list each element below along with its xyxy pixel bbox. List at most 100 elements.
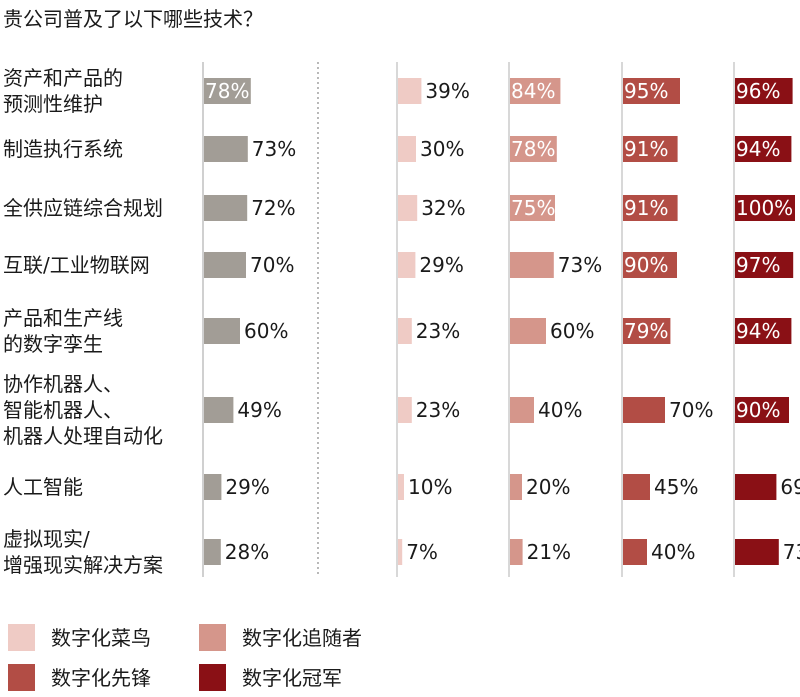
bar bbox=[398, 318, 412, 344]
bar bbox=[735, 318, 792, 344]
bar bbox=[510, 195, 555, 221]
legend-label: 数字化先锋 bbox=[51, 666, 151, 690]
category-label: 全供应链综合规划 bbox=[3, 196, 163, 220]
data-label: 40% bbox=[538, 398, 582, 422]
data-label: 90% bbox=[624, 253, 668, 277]
data-label: 32% bbox=[421, 196, 465, 220]
data-label: 90% bbox=[736, 398, 780, 422]
data-label: 29% bbox=[225, 475, 269, 499]
data-label: 21% bbox=[527, 540, 571, 564]
data-label: 28% bbox=[225, 540, 269, 564]
category-label: 机器人处理自动化 bbox=[3, 424, 163, 448]
bar bbox=[510, 397, 534, 423]
bar bbox=[204, 318, 240, 344]
category-label: 虚拟现实/ bbox=[3, 527, 90, 551]
bar bbox=[510, 136, 557, 162]
data-label: 73% bbox=[783, 540, 800, 564]
bar bbox=[398, 539, 403, 565]
category-label: 资产和产品的 bbox=[3, 66, 123, 90]
bar bbox=[510, 318, 546, 344]
bar bbox=[398, 252, 416, 278]
bar bbox=[398, 195, 418, 221]
bar bbox=[398, 397, 412, 423]
data-label: 70% bbox=[250, 253, 294, 277]
bar bbox=[735, 136, 792, 162]
data-label: 78% bbox=[511, 137, 555, 161]
data-label: 94% bbox=[736, 137, 780, 161]
bar bbox=[623, 78, 680, 104]
category-label: 的数字孪生 bbox=[3, 332, 103, 356]
data-label: 40% bbox=[651, 540, 695, 564]
data-label: 78% bbox=[205, 79, 249, 103]
data-label: 79% bbox=[624, 319, 668, 343]
category-label: 人工智能 bbox=[3, 475, 83, 499]
data-label: 75% bbox=[511, 196, 555, 220]
bar bbox=[204, 78, 251, 104]
data-label: 60% bbox=[244, 319, 288, 343]
bar bbox=[735, 78, 793, 104]
bar bbox=[204, 252, 246, 278]
data-label: 45% bbox=[654, 475, 698, 499]
legend-label: 数字化菜鸟 bbox=[51, 626, 151, 650]
category-label: 预测性维护 bbox=[3, 92, 103, 116]
bar bbox=[510, 539, 523, 565]
data-label: 49% bbox=[237, 398, 281, 422]
bar bbox=[623, 136, 678, 162]
bar bbox=[735, 195, 795, 221]
bar bbox=[735, 474, 777, 500]
legend-label: 数字化追随者 bbox=[242, 626, 362, 650]
legend-swatch bbox=[199, 624, 226, 651]
legend-swatch bbox=[8, 664, 35, 691]
bar bbox=[623, 195, 678, 221]
data-label: 29% bbox=[419, 253, 463, 277]
data-label: 39% bbox=[425, 79, 469, 103]
data-label: 97% bbox=[736, 253, 780, 277]
bar bbox=[510, 252, 554, 278]
bar bbox=[510, 78, 561, 104]
data-label: 70% bbox=[669, 398, 713, 422]
category-label: 产品和生产线 bbox=[3, 306, 123, 330]
data-label: 84% bbox=[511, 79, 555, 103]
data-label: 91% bbox=[624, 196, 668, 220]
data-label: 100% bbox=[736, 196, 793, 220]
bar bbox=[623, 539, 647, 565]
data-label: 20% bbox=[526, 475, 570, 499]
data-label: 10% bbox=[408, 475, 452, 499]
data-label: 69% bbox=[780, 475, 800, 499]
bar bbox=[204, 539, 221, 565]
data-label: 72% bbox=[251, 196, 295, 220]
data-label: 96% bbox=[736, 79, 780, 103]
bar bbox=[398, 136, 416, 162]
legend-swatch bbox=[8, 624, 35, 651]
bar bbox=[204, 397, 234, 423]
bar bbox=[735, 539, 779, 565]
bar bbox=[398, 474, 404, 500]
bar bbox=[735, 397, 789, 423]
bar bbox=[204, 474, 222, 500]
bar bbox=[623, 318, 671, 344]
bar bbox=[204, 195, 248, 221]
bar bbox=[735, 252, 794, 278]
data-label: 94% bbox=[736, 319, 780, 343]
data-label: 7% bbox=[406, 540, 438, 564]
legend-label: 数字化冠军 bbox=[242, 666, 342, 690]
data-label: 95% bbox=[624, 79, 668, 103]
data-label: 30% bbox=[420, 137, 464, 161]
data-label: 60% bbox=[550, 319, 594, 343]
data-label: 23% bbox=[416, 319, 460, 343]
bar bbox=[398, 78, 422, 104]
data-label: 73% bbox=[252, 137, 296, 161]
data-label: 23% bbox=[416, 398, 460, 422]
bar bbox=[204, 136, 248, 162]
bar bbox=[623, 474, 650, 500]
category-label: 协作机器人、 bbox=[3, 372, 123, 396]
data-label: 91% bbox=[624, 137, 668, 161]
bar bbox=[623, 252, 677, 278]
legend-swatch bbox=[199, 664, 226, 691]
data-label: 73% bbox=[558, 253, 602, 277]
category-label: 智能机器人、 bbox=[3, 398, 123, 422]
category-label: 增强现实解决方案 bbox=[3, 553, 163, 577]
